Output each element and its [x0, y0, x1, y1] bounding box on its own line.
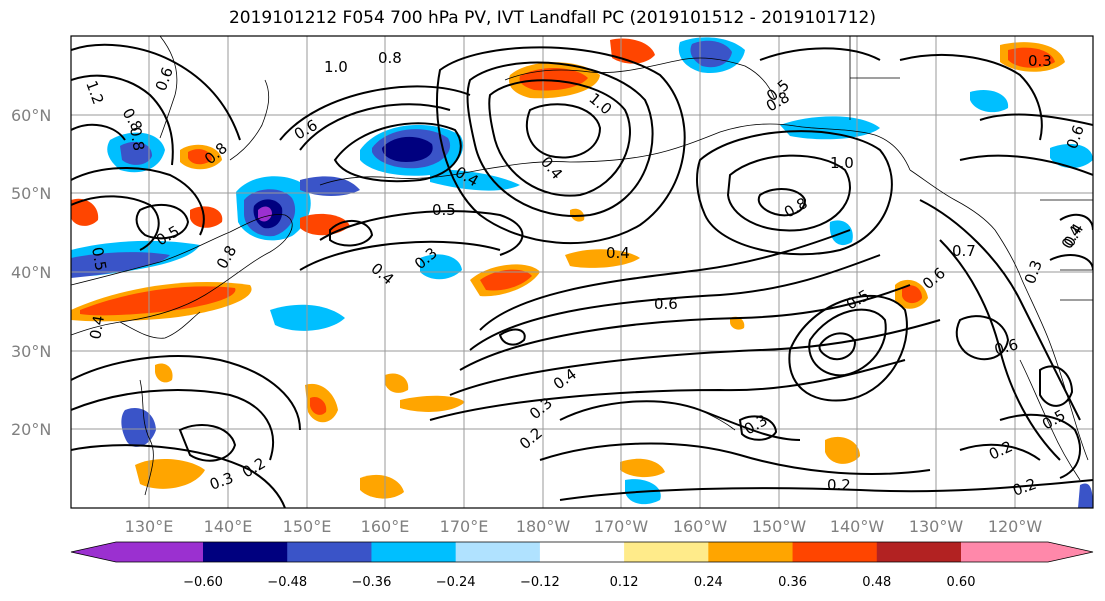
lon-label: 130°W	[909, 517, 964, 536]
lon-label: 140°E	[204, 517, 253, 536]
lat-label: 60°N	[11, 106, 51, 125]
contour-label: 0.4	[86, 314, 108, 341]
contour-label: 0.6	[992, 335, 1020, 359]
lon-label: 180°W	[516, 517, 571, 536]
lat-label: 20°N	[11, 420, 51, 439]
lat-label: 40°N	[11, 263, 51, 282]
colorbar-segment	[624, 542, 709, 562]
colorbar-tick-label: −0.60	[183, 575, 223, 590]
lon-label: 170°E	[440, 517, 489, 536]
lon-label: 170°W	[594, 517, 649, 536]
colorbar-segment	[203, 542, 288, 562]
longitude-labels: 130°E 140°E 150°E 160°E 170°E 180°W 170°…	[125, 517, 1043, 536]
lon-label: 160°W	[673, 517, 728, 536]
contour-label: 0.7	[952, 242, 976, 260]
lat-label: 50°N	[11, 184, 51, 203]
shaded-anomalies	[71, 37, 1093, 508]
colorbar-tick-label: 0.24	[694, 575, 723, 590]
contour-label: 1.0	[324, 58, 348, 76]
contour-label: 0.8	[126, 126, 148, 153]
colorbar-tick-label: 0.60	[947, 575, 976, 590]
contour-lines	[71, 43, 1093, 508]
colorbar-tick-label: −0.36	[352, 575, 392, 590]
contour-label: 0.3	[1028, 52, 1052, 70]
lon-label: 150°W	[752, 517, 807, 536]
contour-label: 0.6	[654, 295, 678, 313]
lon-label: 130°E	[125, 517, 174, 536]
colorbar-tick-label: 0.36	[778, 575, 807, 590]
colorbar-tick-label: 0.48	[862, 575, 891, 590]
colorbar-segment	[287, 542, 372, 562]
lon-label: 150°E	[283, 517, 332, 536]
colorbar: −0.60 −0.48 −0.36 −0.24 −0.12 0.12 0.24 0.36 0.4…	[70, 541, 1094, 590]
colorbar-segment	[708, 542, 794, 562]
colorbar-segment	[371, 542, 457, 562]
map-area: 1.2 0.6 0.8 1.0 0.8 0.8 0.8 0.8 0.6 0.4 …	[71, 36, 1093, 508]
colorbar-tick-label: −0.48	[267, 575, 307, 590]
contour-label: 0.4	[606, 244, 630, 262]
colorbar-segment	[539, 542, 625, 562]
colorbar-extend-low	[71, 542, 203, 562]
latitude-labels: 60°N 50°N 40°N 30°N 20°N	[11, 106, 51, 439]
contour-label: 0.8	[378, 49, 402, 67]
colorbar-tick-label: 0.12	[610, 575, 639, 590]
lon-label: 120°W	[988, 517, 1043, 536]
colorbar-tick-label: −0.12	[520, 575, 560, 590]
colorbar-extend-high	[961, 542, 1093, 562]
lon-label: 160°E	[361, 517, 410, 536]
lon-label: 140°W	[830, 517, 885, 536]
map-title: 2019101212 F054 700 hPa PV, IVT Landfall…	[228, 8, 876, 28]
contour-label: 0.5	[432, 201, 456, 219]
colorbar-segment	[876, 542, 962, 562]
map-frame	[70, 35, 1094, 509]
contour-label: 0.5	[88, 246, 110, 273]
lat-label: 30°N	[11, 342, 51, 361]
contour-label: 1.0	[830, 154, 854, 172]
contour-label: 0.2	[827, 476, 851, 494]
colorbar-segment	[792, 542, 878, 562]
colorbar-tick-label: −0.24	[436, 575, 476, 590]
colorbar-segment	[455, 542, 541, 562]
